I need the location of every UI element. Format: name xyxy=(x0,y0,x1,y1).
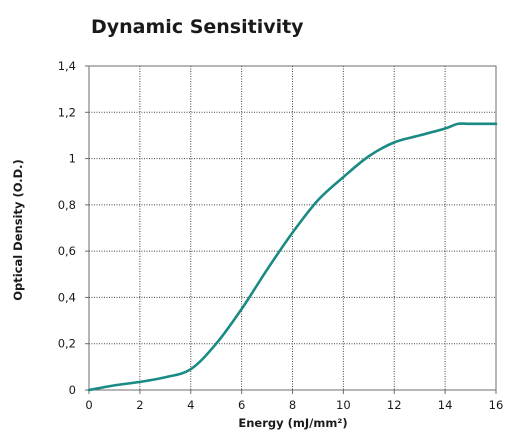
series-layer xyxy=(87,122,498,392)
x-tick-label-4: 8 xyxy=(289,398,296,412)
y-tick-label-4: 0,8 xyxy=(58,198,76,212)
x-tick-label-5: 10 xyxy=(336,398,351,412)
x-tick-label-6: 12 xyxy=(387,398,402,412)
y-tick-label-2: 0,4 xyxy=(58,290,76,304)
x-tick-label-2: 4 xyxy=(187,398,194,412)
chart-title: Dynamic Sensitivity xyxy=(91,16,304,38)
grid xyxy=(89,66,496,390)
x-tick-label-8: 16 xyxy=(489,398,504,412)
y-tick-label-3: 0,6 xyxy=(58,244,76,258)
series-line-0 xyxy=(87,122,498,392)
y-tick-label-0: 0 xyxy=(69,383,76,397)
x-tick-label-0: 0 xyxy=(85,398,92,412)
y-tick-label-7: 1,4 xyxy=(58,59,76,73)
x-axis-label: Energy (mJ/mm²) xyxy=(238,416,347,430)
x-tick-label-7: 14 xyxy=(438,398,453,412)
y-tick-label-1: 0,2 xyxy=(58,337,76,351)
y-tick-label-5: 1 xyxy=(69,152,76,166)
x-tick-label-3: 6 xyxy=(238,398,245,412)
y-axis-ticks: 0 0,2 0,4 0,6 0,8 1 1,2 1,4 xyxy=(58,59,89,397)
y-tick-label-6: 1,2 xyxy=(58,105,76,119)
x-axis-ticks: 0 2 4 6 8 10 12 14 16 xyxy=(85,390,503,412)
x-tick-label-1: 2 xyxy=(136,398,143,412)
y-axis-label: Optical Density (O.D.) xyxy=(11,159,25,301)
